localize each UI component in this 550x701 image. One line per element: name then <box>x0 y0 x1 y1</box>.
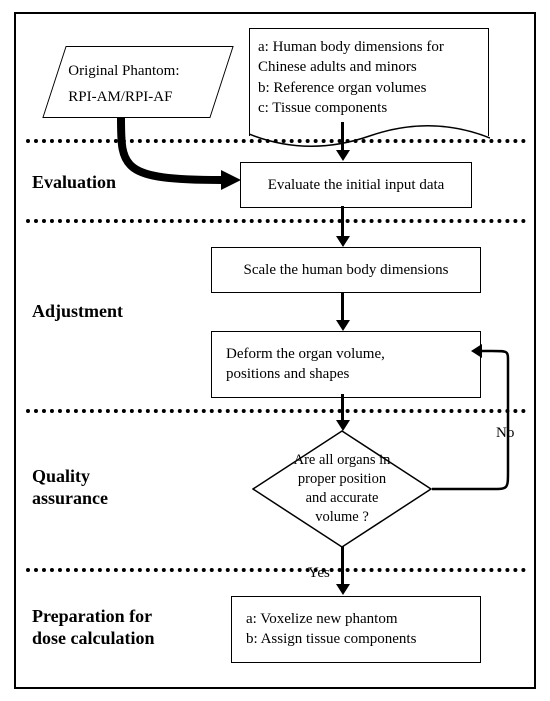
phase-qa-1: Quality <box>32 466 90 487</box>
phase-evaluation: Evaluation <box>32 172 116 193</box>
node-evaluate: Evaluate the initial input data <box>240 162 472 208</box>
evaluate-text: Evaluate the initial input data <box>268 177 445 193</box>
phase-adjustment: Adjustment <box>32 301 123 322</box>
phase-prep-2: dose calculation <box>32 628 155 649</box>
doc-line3: b: Reference organ volumes <box>258 78 480 98</box>
label-no: No <box>496 425 514 442</box>
arrow-eval-to-scale-line <box>341 206 344 238</box>
doc-line2: Chinese adults and minors <box>258 57 480 77</box>
node-qa-decision: Are all organs in proper position and ac… <box>252 430 432 548</box>
scale-text: Scale the human body dimensions <box>244 262 449 278</box>
no-loop-arrow <box>430 349 520 494</box>
no-loop-arrowhead <box>471 344 482 358</box>
node-prep: a: Voxelize new phantom b: Assign tissue… <box>231 596 481 663</box>
arrow-doc-to-eval-head <box>336 150 350 161</box>
doc-line1: a: Human body dimensions for <box>258 37 480 57</box>
arrow-qa-to-prep-line <box>341 546 344 586</box>
arrow-scale-to-deform-line <box>341 292 344 322</box>
phantom-line1: Original Phantom: <box>68 61 210 81</box>
arrow-eval-to-scale-head <box>336 236 350 247</box>
qa-line2: proper position <box>294 470 391 489</box>
thick-curved-arrow <box>111 118 241 198</box>
node-input-data: a: Human body dimensions for Chinese adu… <box>249 28 489 136</box>
arrow-doc-to-eval-line <box>341 122 344 152</box>
diagram-frame: Original Phantom: RPI-AM/RPI-AF a: Human… <box>14 12 536 689</box>
phase-qa-2: assurance <box>32 488 108 509</box>
label-yes: Yes <box>308 565 330 582</box>
document-wave-edge <box>249 124 490 150</box>
separator-2 <box>26 219 526 223</box>
arrow-qa-to-prep-head <box>336 584 350 595</box>
qa-line3: and accurate <box>294 489 391 508</box>
prep-line1: a: Voxelize new phantom <box>246 609 466 629</box>
separator-4 <box>26 568 526 572</box>
separator-1 <box>26 139 526 143</box>
phantom-line2: RPI-AM/RPI-AF <box>68 87 210 107</box>
node-scale: Scale the human body dimensions <box>211 247 481 293</box>
qa-line1: Are all organs in <box>294 451 391 470</box>
phase-prep-1: Preparation for <box>32 606 152 627</box>
doc-line4: c: Tissue components <box>258 98 480 118</box>
node-input-phantom: Original Phantom: RPI-AM/RPI-AF <box>42 46 233 118</box>
prep-line2: b: Assign tissue components <box>246 629 466 649</box>
qa-line4: volume ? <box>294 508 391 527</box>
arrow-deform-to-qa-line <box>341 394 344 422</box>
arrow-scale-to-deform-head <box>336 320 350 331</box>
